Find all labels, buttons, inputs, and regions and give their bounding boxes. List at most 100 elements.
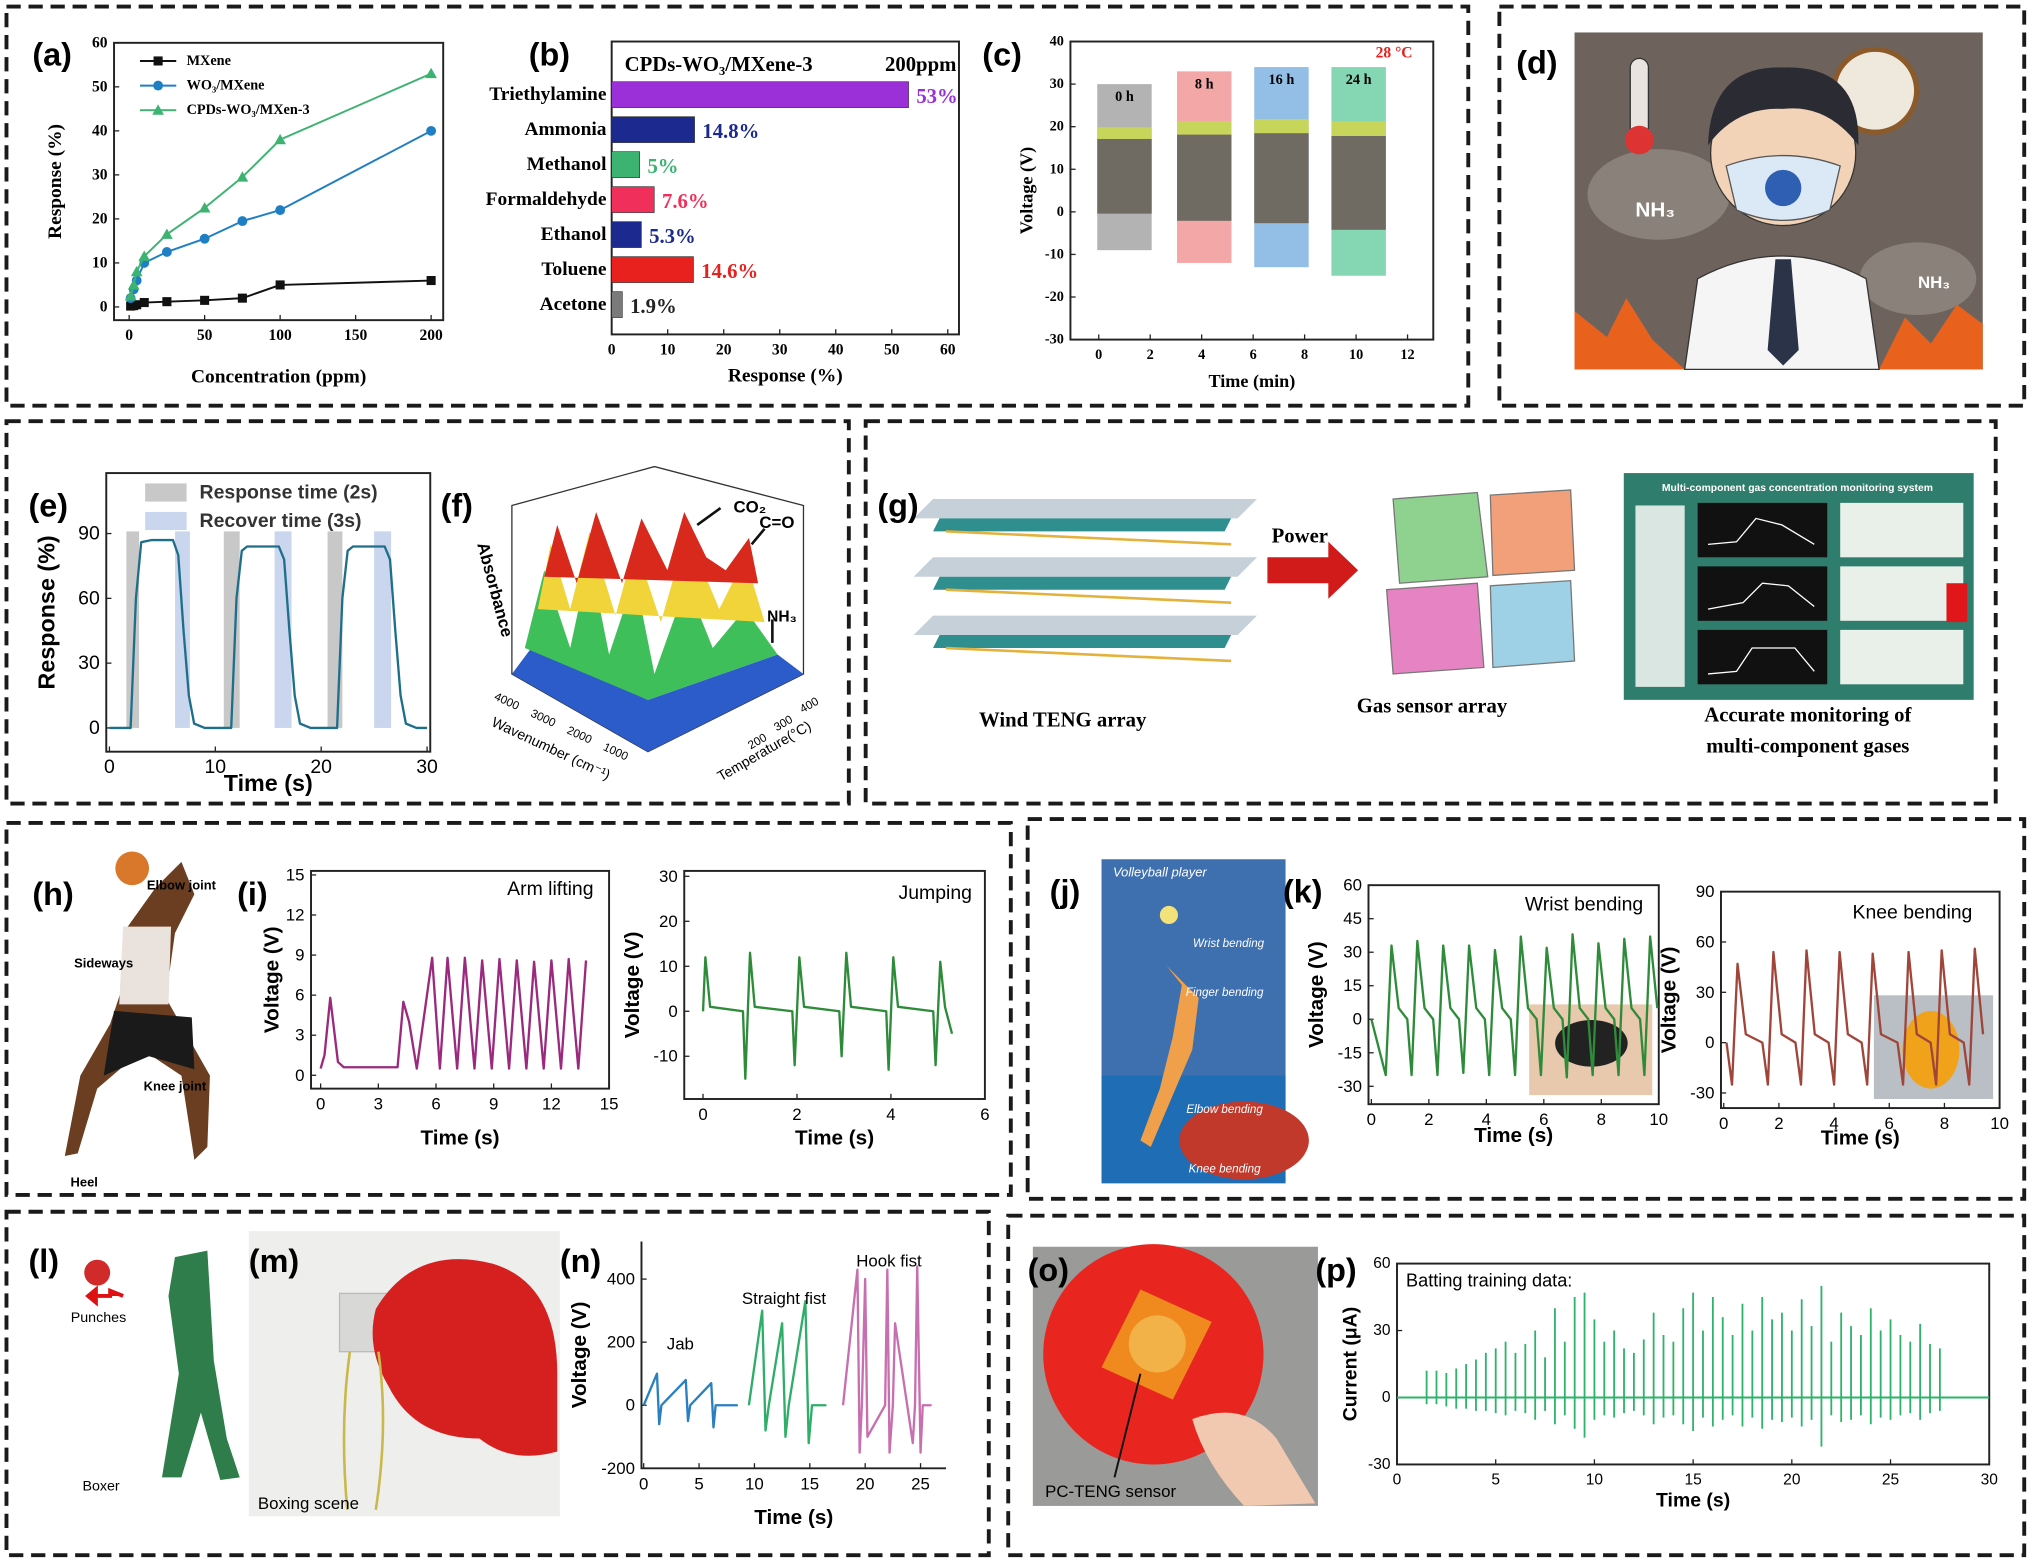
jersey: [119, 926, 172, 1005]
value-label: 14.8%: [702, 121, 759, 143]
x-tick-label: 100: [268, 327, 292, 344]
panel-frame: [1006, 1213, 2027, 1558]
chart-title: Wrist bending: [1525, 894, 1643, 916]
panel-label: (b): [529, 36, 570, 72]
y-tick-label: 15: [1343, 976, 1362, 995]
category-label: Formaldehyde: [486, 189, 607, 210]
x-tick-label: 40: [828, 341, 844, 358]
illustration-label: Accurate monitoring of: [1704, 704, 1912, 726]
illustration-label: Knee joint: [144, 1079, 207, 1094]
plot-frame: [1069, 40, 1435, 341]
y-tick-label: 10: [92, 254, 108, 271]
bar: [611, 291, 623, 318]
sensor-photo: [1254, 133, 1309, 224]
chart-subtitle: 200ppm: [885, 54, 956, 76]
illustration-label: C=O: [759, 513, 794, 532]
chart-title: Jumping: [899, 882, 972, 904]
x-tick-label: 6: [1539, 1110, 1548, 1129]
mini-curve: [1707, 517, 1815, 675]
y-tick-label: -20: [1045, 289, 1064, 305]
sensor-photo: [1331, 135, 1386, 230]
x-axis-label: Time (s): [1821, 1126, 1900, 1149]
panel-label: (n): [560, 1243, 601, 1279]
court-zone: [1179, 1101, 1309, 1180]
x-tick-label: 0: [1393, 1472, 1402, 1489]
x-tick-label: 2: [1774, 1114, 1783, 1133]
y-tick-label: 3: [295, 1026, 304, 1045]
y-tick-label: 30: [1373, 1322, 1391, 1339]
y-axis-label: Voltage (V): [1305, 941, 1328, 1048]
ball-sphere: [1128, 1315, 1186, 1373]
alarm: [1946, 583, 1968, 623]
y-tick-label: 50: [92, 78, 108, 95]
y-tick-label: 0: [1057, 204, 1064, 220]
y-tick-label: -30: [1368, 1456, 1391, 1473]
y-axis-label: Voltage (V): [621, 932, 644, 1039]
power-arrow: [1267, 541, 1359, 599]
y-tick-label: 30: [1343, 943, 1362, 962]
panel-frame: [863, 419, 1998, 806]
glove: [372, 1259, 558, 1456]
series-line: [841, 1265, 932, 1454]
y-tick-label: 0: [1353, 1010, 1362, 1029]
plot-frame: [1720, 890, 2001, 1110]
x-tick-label: 0: [1095, 347, 1102, 363]
y-tick-label: 15: [286, 865, 305, 884]
player: [64, 861, 210, 1160]
category-label: 8 h: [1195, 76, 1214, 92]
category-label: Triethylamine: [489, 84, 607, 105]
x-tick-label: 12: [1400, 347, 1414, 363]
x-tick-label: 25: [1882, 1472, 1899, 1489]
x-tick-label: 20: [716, 341, 732, 358]
panel-label: (o): [1028, 1252, 1069, 1288]
illustration-label: Power: [1272, 526, 1328, 548]
y-axis-label: Voltage (V): [261, 926, 284, 1033]
y-tick-label: 40: [92, 122, 108, 139]
panel-frame: [4, 419, 851, 806]
sensor-tile: [1489, 489, 1576, 577]
category-label: Toluene: [541, 259, 607, 280]
sensor-tile: [1392, 491, 1489, 584]
legend-label: Response time (2s): [200, 482, 378, 504]
teng-wires: [945, 530, 1232, 663]
x-tick-label: 0: [316, 1095, 325, 1114]
x-tick-label: 30: [772, 341, 788, 358]
x-tick-label: 15: [800, 1474, 819, 1493]
sensor-tile: [1385, 582, 1485, 675]
category-label: Acetone: [540, 294, 607, 315]
x-tick-label: 25: [911, 1474, 930, 1493]
x-tick-label: 6: [1250, 347, 1257, 363]
x-tick-label: 0: [125, 327, 133, 344]
bar: [611, 116, 695, 143]
panel-label: (i): [237, 876, 268, 912]
y-tick-label: 30: [78, 652, 100, 674]
x-tick-label: 0: [104, 756, 115, 778]
bar: [611, 81, 909, 108]
marker: [138, 250, 151, 261]
y-tick-label: -15: [1338, 1043, 1362, 1062]
gauge-panel: [1840, 502, 1964, 558]
inset-sensor: [1555, 1019, 1628, 1067]
x-axis-label: Response (%): [728, 365, 843, 386]
sensor-photo: [1097, 138, 1152, 214]
y-tick-label: -30: [1338, 1077, 1362, 1096]
series-line: [1725, 947, 1985, 1086]
panel-frame: [1025, 817, 2027, 1201]
illustration-label: Multi-component gas concentration monito…: [1662, 483, 1933, 494]
y-tick-label: 0: [295, 1066, 304, 1085]
x-tick-label: 8: [1940, 1114, 1949, 1133]
x-tick-label: 200: [419, 327, 443, 344]
mini-chart: [1697, 566, 1828, 621]
y-tick-label: -30: [1690, 1083, 1714, 1102]
marker: [127, 279, 140, 290]
y-tick-label: 0: [668, 1002, 677, 1021]
y-axis-label: Voltage (V): [568, 1302, 591, 1409]
panel-label: (k): [1283, 874, 1323, 910]
bar: [611, 256, 694, 283]
illustration-label: Elbow joint: [147, 878, 217, 893]
y-tick-label: 400: [607, 1270, 635, 1289]
y-axis-label: Current (μA): [1339, 1307, 1361, 1421]
y-tick-label: 60: [92, 34, 108, 51]
chart-title: Knee bending: [1852, 901, 1972, 923]
panel-label: (a): [32, 36, 72, 72]
